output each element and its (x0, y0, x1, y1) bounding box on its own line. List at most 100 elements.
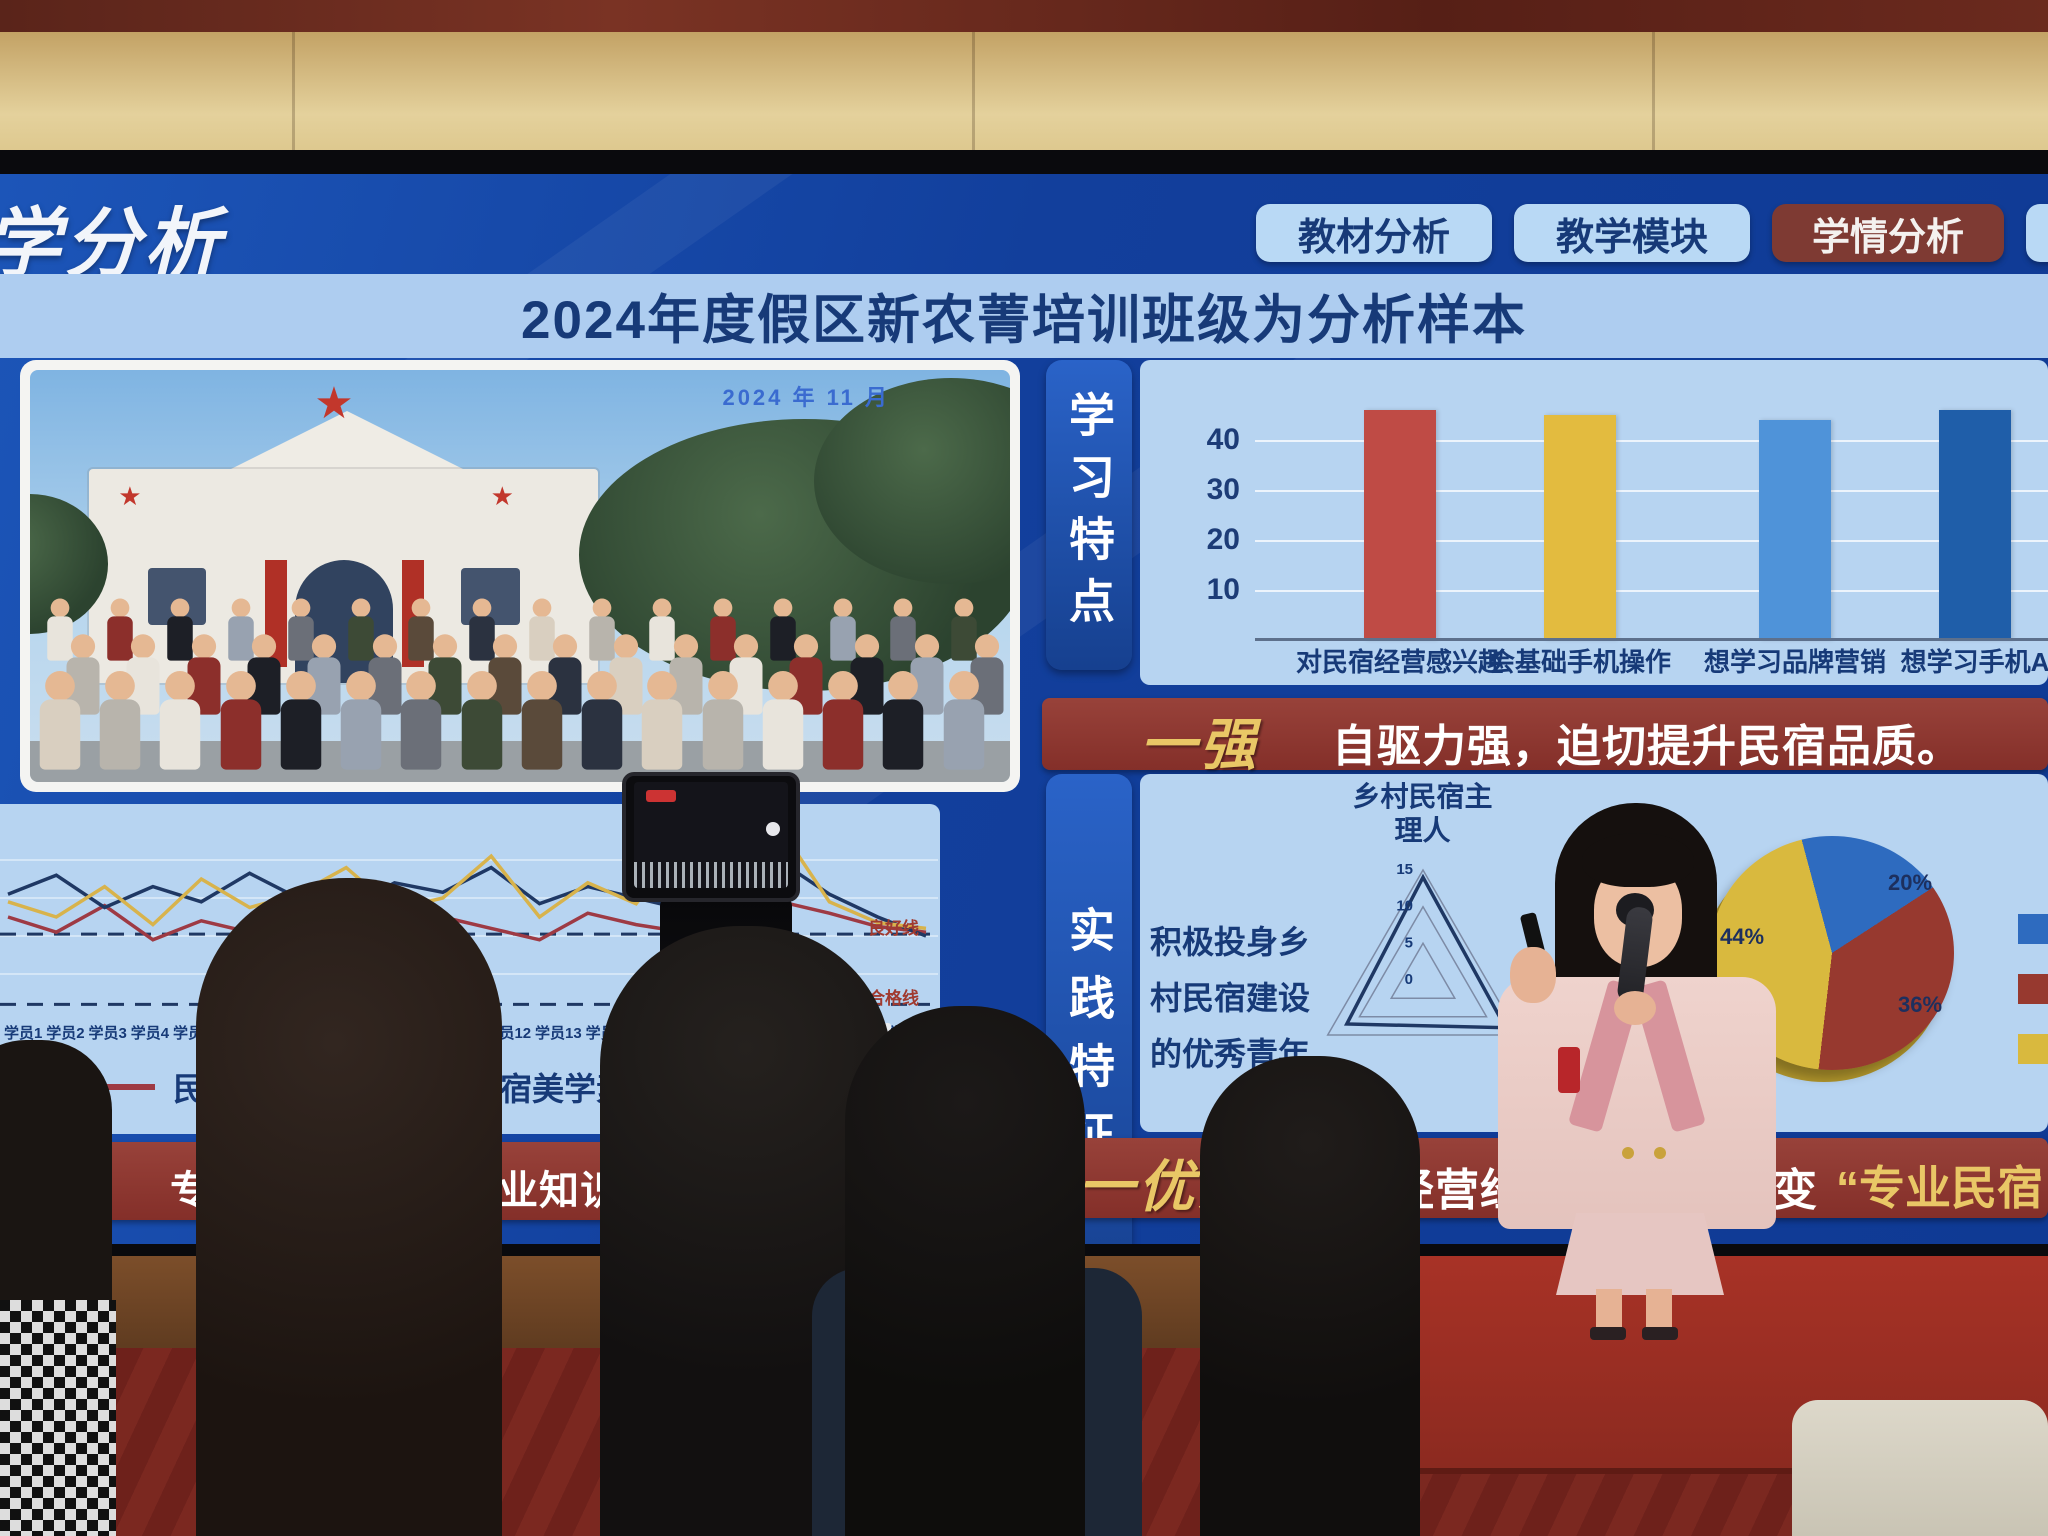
crowd-person-head (50, 598, 70, 618)
radar-tick: 10 (1396, 898, 1413, 915)
crowd-person-head (466, 671, 497, 701)
presenter-skirt (1556, 1213, 1724, 1295)
crowd-person-head (975, 634, 1000, 659)
crowd-person-head (954, 598, 974, 618)
crowd-person (220, 671, 261, 771)
jacket-button (1622, 1147, 1634, 1159)
crowd-person-head (285, 671, 316, 701)
presenter-badge (1558, 1047, 1580, 1093)
covered-chair (1792, 1400, 2048, 1536)
slide-header-partial: 学分析 (0, 202, 224, 287)
crowd-person (529, 598, 555, 662)
crowd-person-body (943, 699, 984, 770)
wall-seam (292, 32, 295, 182)
crowd-person (39, 671, 80, 771)
crowd-person (408, 598, 435, 662)
crowd-person-body (883, 699, 924, 770)
x-label: 学员1 (4, 1025, 43, 1042)
crowd-person-head (734, 634, 759, 659)
crowd-person-head (768, 671, 798, 701)
crowd-person-head (707, 671, 738, 701)
crowd-person-head (613, 634, 638, 659)
crowd-person-head (110, 598, 130, 618)
crowd-person-head (165, 671, 196, 701)
bar-chart-baseline (1255, 638, 2048, 641)
crowd-person-body (348, 616, 374, 661)
crowd-person-body (227, 616, 254, 661)
crowd-person-head (432, 634, 457, 659)
presenter (1470, 795, 1800, 1340)
crowd-person-body (890, 616, 917, 661)
crowd-person (581, 671, 623, 771)
crowd-person (548, 634, 582, 716)
ceiling-beam (0, 0, 2048, 32)
radar-grid (1358, 905, 1488, 1018)
pie-label: 44% (1720, 924, 1765, 949)
pie-label: 36% (1898, 992, 1943, 1017)
crowd-person-head (406, 671, 437, 701)
crowd-person-head (191, 634, 216, 659)
tab-partial[interactable] (2026, 204, 2048, 262)
crowd-person-head (914, 634, 940, 659)
gridline (1255, 490, 2048, 492)
crowd-person-body (529, 616, 555, 661)
crowd-person (770, 598, 796, 662)
presenter-leg (1646, 1289, 1672, 1333)
camera-control-dot (766, 822, 780, 836)
bar-chart-panel: 40 30 20 10 对民宿经营感兴趣 会基础手机操作 想学习品牌营销 想学习手机A (1140, 360, 2048, 685)
bar-1 (1544, 415, 1616, 640)
crowd-person-body (107, 616, 133, 661)
gridline (1255, 440, 2048, 442)
audience-houndstooth-shoulder (0, 1300, 116, 1536)
x-label: 学员4 (130, 1025, 170, 1042)
tab-jiaoxue-mokuai[interactable]: 教学模块 (1514, 204, 1750, 262)
bar-0 (1364, 410, 1436, 640)
group-photo-panel: ★ ★ ★ 2024 年 11 月 (20, 360, 1020, 792)
crowd-person-body (521, 699, 563, 770)
crowd-person (348, 598, 374, 662)
crowd-person-head (773, 598, 793, 618)
crowd-person-head (948, 671, 979, 701)
crowd-person-body (830, 616, 856, 661)
wall-seam (972, 32, 975, 182)
wall-seam (1652, 32, 1655, 182)
crowd-person-head (411, 598, 431, 618)
crowd-person-head (592, 598, 612, 618)
crowd-person-body (401, 699, 442, 770)
bar-category: 对民宿经营感兴趣 (1295, 647, 1504, 677)
crowd-person-head (131, 634, 156, 659)
crowd-person-head (553, 634, 578, 659)
banner-strong-text: 自驱力强，迫切提升民宿品质。 (1332, 722, 1962, 771)
phone-screen (634, 782, 788, 888)
tab-label: 教材分析 (1297, 216, 1450, 259)
crowd-person-body (951, 616, 977, 661)
crowd-person-head (170, 598, 190, 618)
crowd-person-body (461, 699, 502, 770)
crowd (30, 576, 1010, 770)
presenter-hand (1614, 991, 1656, 1025)
bar-category: 想学习手机A (1900, 647, 2048, 677)
crowd-person-head (71, 634, 96, 659)
radar-title: 乡村民宿主理人 (1352, 781, 1493, 846)
crowd-person (99, 671, 141, 771)
crowd-person-head (894, 598, 913, 618)
crowd-person-head (251, 634, 277, 659)
banner-advantage-gold-text: “专业民宿 (1836, 1162, 2043, 1214)
red-star-icon: ★ (118, 481, 142, 512)
radar-data (1343, 873, 1509, 1030)
tab-jiaocai-fenxi[interactable]: 教材分析 (1256, 204, 1492, 262)
presenter-bangs (1582, 833, 1694, 887)
tab-xueqing-fenxi-active[interactable]: 学情分析 (1772, 204, 2004, 262)
jacket-button (1654, 1147, 1666, 1159)
building-window (461, 567, 520, 626)
group-photo: ★ ★ ★ 2024 年 11 月 (30, 370, 1010, 782)
crowd-person (167, 598, 193, 662)
y-tick-label: 10 (1206, 573, 1240, 606)
crowd-person-body (822, 699, 864, 770)
tab-label: 学情分析 (1811, 216, 1964, 259)
bar-category: 想学习品牌营销 (1703, 647, 1886, 677)
crowd-person (951, 598, 977, 662)
crowd-person-head (833, 598, 853, 618)
presenter-shoe (1642, 1327, 1678, 1340)
gridline (1255, 590, 2048, 592)
